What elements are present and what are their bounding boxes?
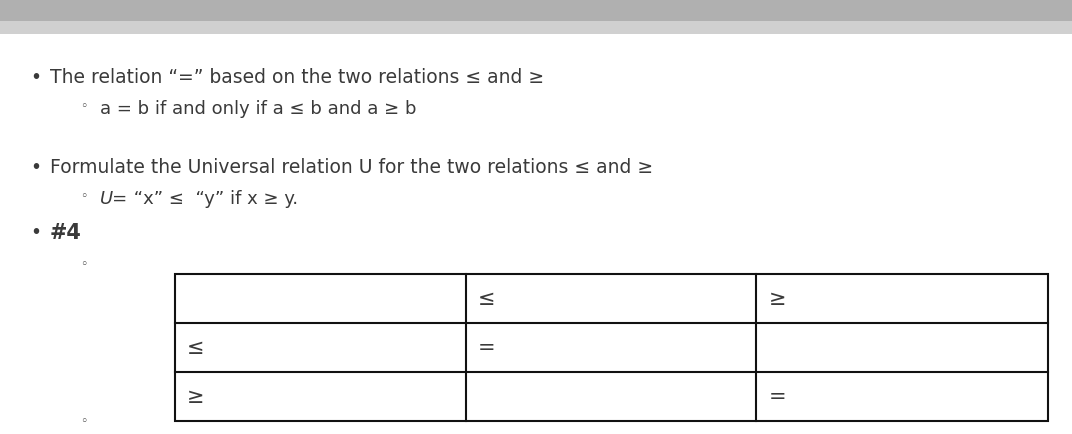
Text: •: • (30, 158, 41, 177)
Text: U=: U= (100, 190, 129, 207)
FancyBboxPatch shape (175, 274, 1048, 421)
Text: “x” ≤  “y” if x ≥ y.: “x” ≤ “y” if x ≥ y. (128, 190, 298, 207)
Text: The relation “=” based on the two relations ≤ and ≥: The relation “=” based on the two relati… (50, 68, 545, 87)
Text: •: • (30, 223, 41, 241)
FancyBboxPatch shape (0, 0, 1072, 22)
Text: ≤: ≤ (478, 289, 495, 309)
Text: ◦: ◦ (80, 100, 88, 113)
Text: ◦: ◦ (80, 190, 88, 203)
Text: ◦: ◦ (80, 414, 88, 427)
Text: ≥: ≥ (769, 289, 786, 309)
Text: #4: #4 (50, 223, 81, 243)
Text: Formulate the Universal relation U for the two relations ≤ and ≥: Formulate the Universal relation U for t… (50, 158, 653, 177)
FancyBboxPatch shape (0, 0, 1072, 35)
Text: ≤: ≤ (187, 338, 205, 358)
Text: =: = (478, 338, 495, 358)
Text: a = b if and only if a ≤ b and a ≥ b: a = b if and only if a ≤ b and a ≥ b (100, 100, 417, 118)
Text: =: = (769, 387, 786, 407)
Text: ≥: ≥ (187, 387, 205, 407)
Text: •: • (30, 68, 41, 87)
Text: ◦: ◦ (80, 257, 88, 270)
